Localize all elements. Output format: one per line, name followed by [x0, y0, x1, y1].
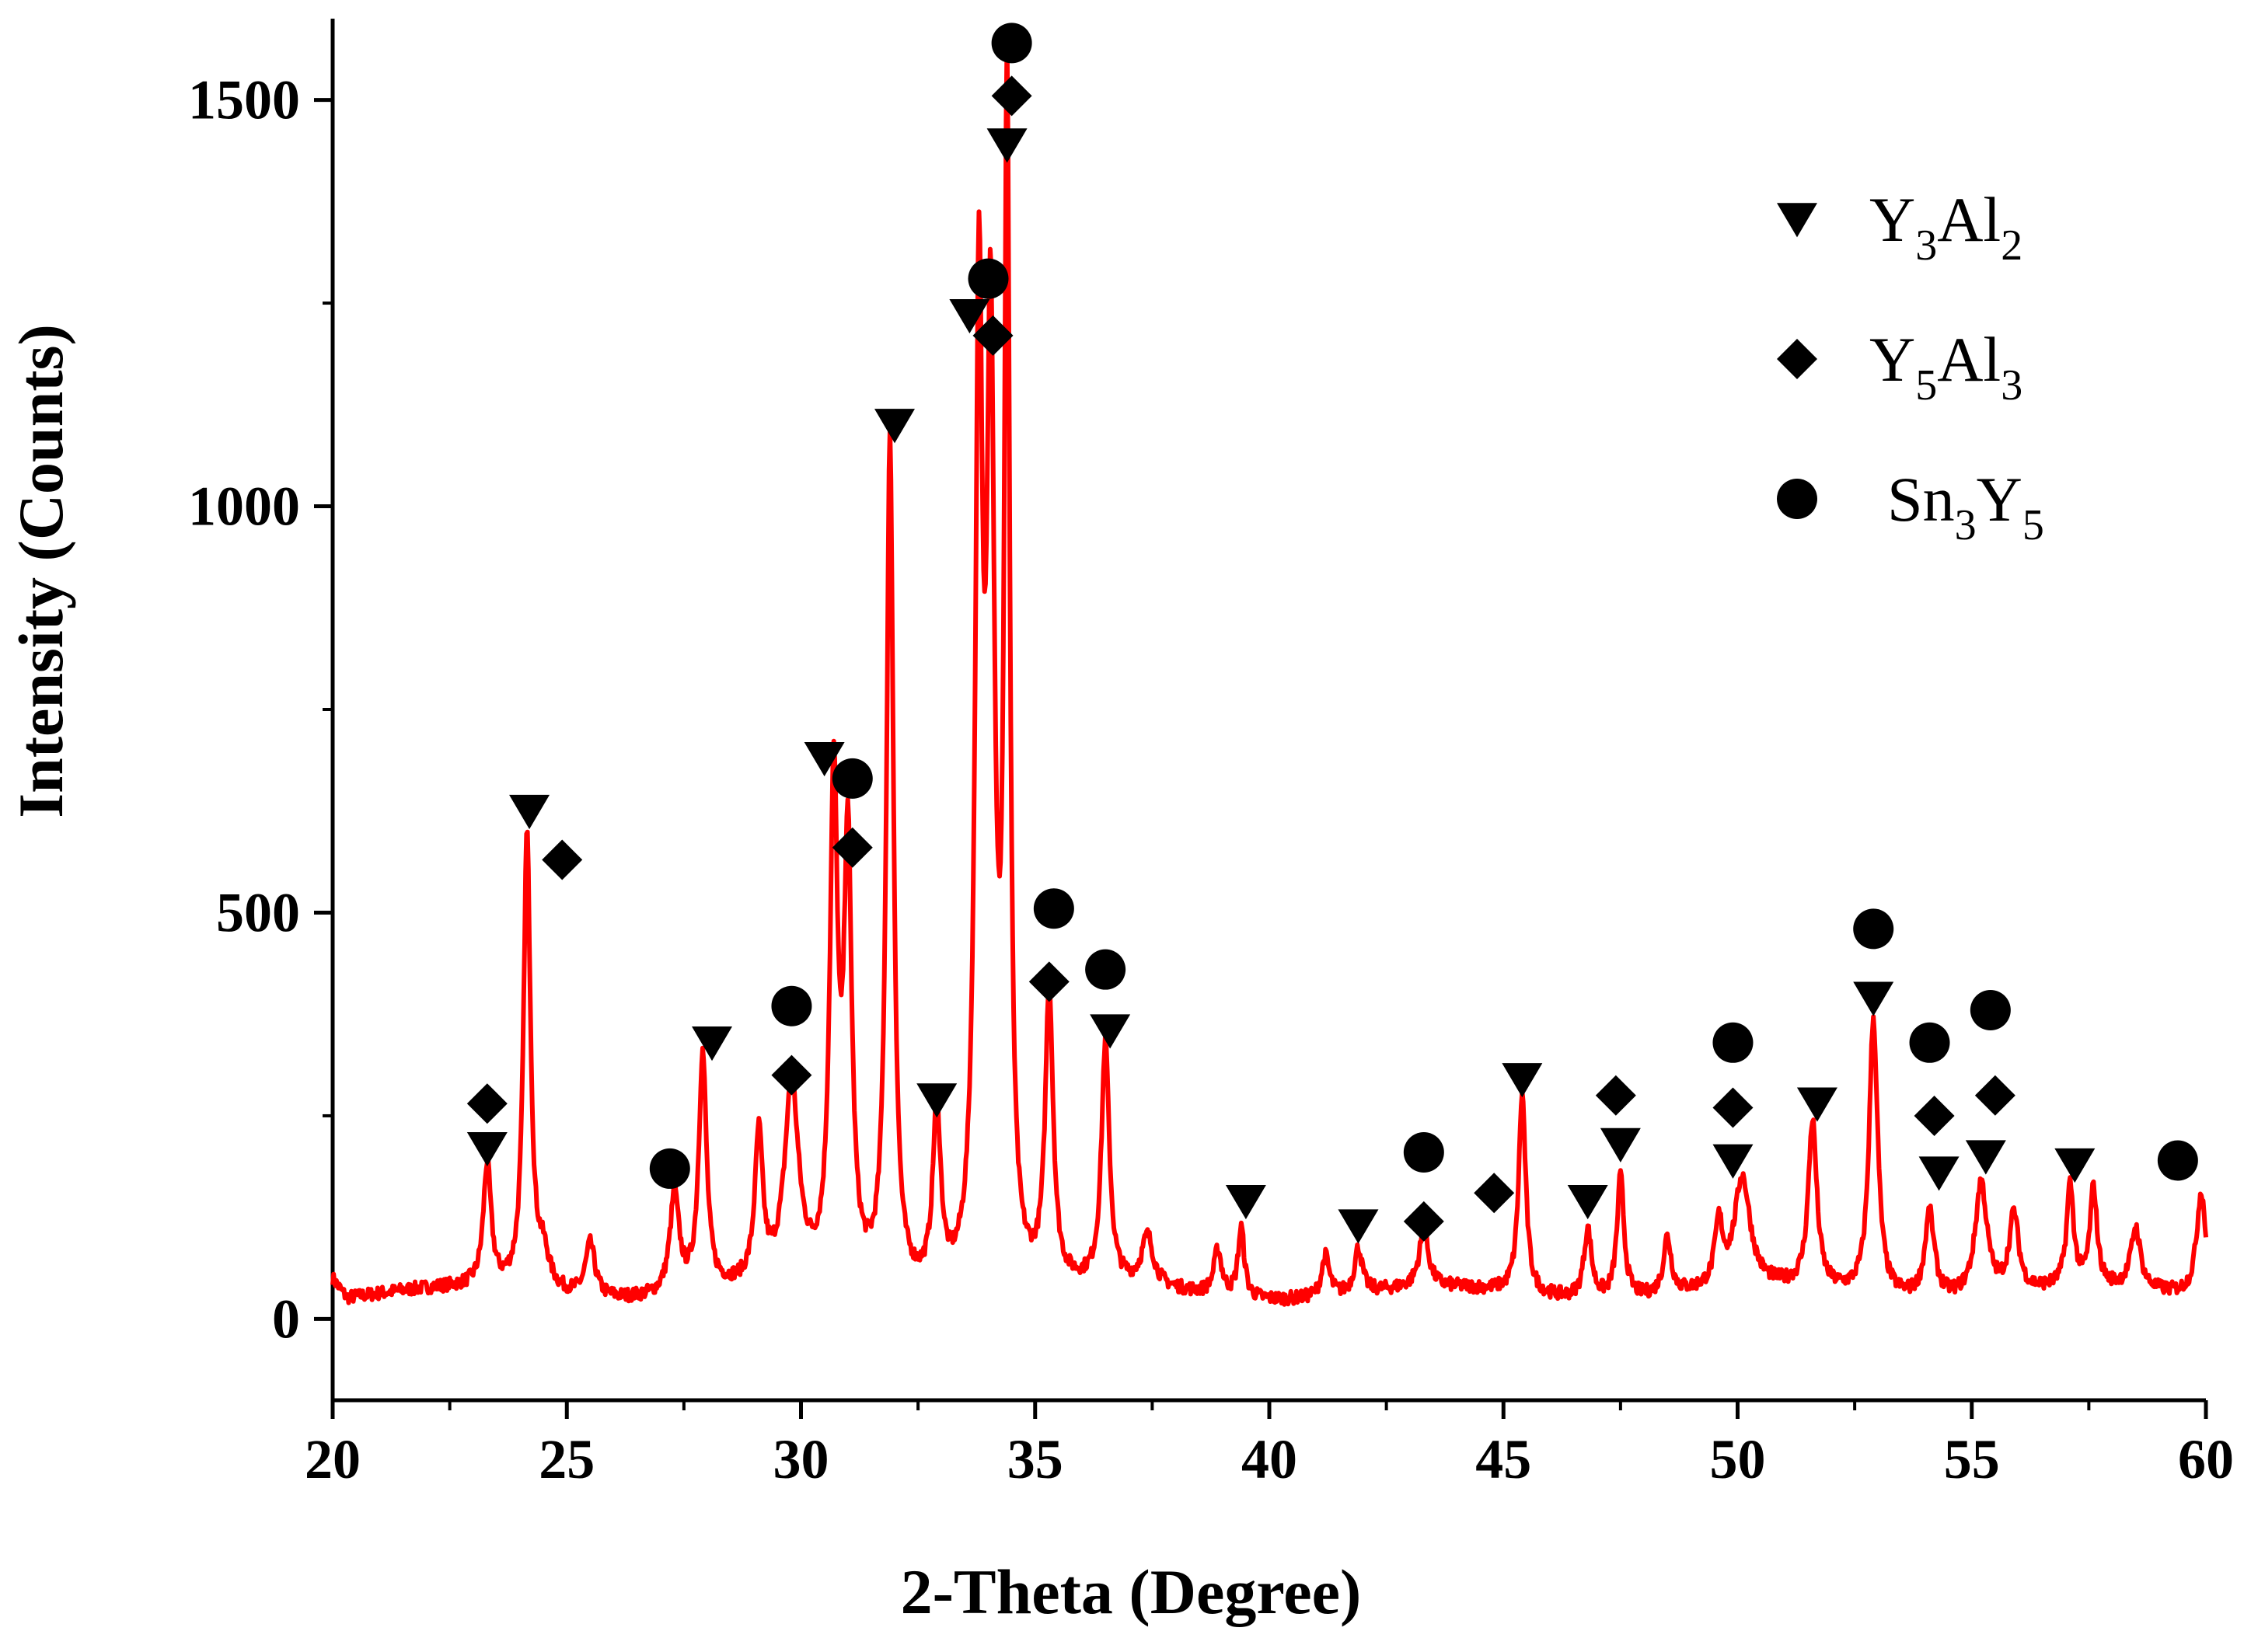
marker-y5al3: [1403, 1201, 1444, 1242]
marker-sn3y5: [2157, 1140, 2198, 1181]
marker-y3al2: [1502, 1063, 1543, 1098]
marker-y5al3: [1974, 1075, 2015, 1116]
marker-y3al2: [466, 1131, 508, 1167]
x-tick-label: 30: [773, 1428, 829, 1490]
marker-y3al2: [949, 298, 990, 334]
marker-y3al2: [509, 794, 550, 830]
marker-y5al3: [542, 839, 583, 880]
marker-y3al2: [1338, 1209, 1379, 1244]
marker-y3al2: [986, 128, 1028, 163]
x-tick-label: 25: [539, 1428, 595, 1490]
marker-y5al3: [771, 1054, 812, 1096]
marker-sn3y5: [991, 23, 1032, 64]
legend-label: Y5Al3: [1869, 324, 2022, 410]
legend-formula-part: Y: [1869, 324, 1915, 395]
marker-y3al2: [692, 1026, 733, 1061]
y-tick-label: 1500: [188, 69, 300, 131]
marker-y3al2: [1600, 1127, 1641, 1162]
marker-sn3y5: [771, 985, 812, 1026]
x-tick-label: 20: [305, 1428, 361, 1490]
legend-label: Y3Al2: [1869, 184, 2022, 270]
y-tick-label: 500: [216, 881, 300, 943]
marker-y3al2: [804, 741, 845, 777]
marker-y5al3: [1914, 1095, 1955, 1136]
marker-sn3y5: [1853, 908, 1894, 950]
marker-y5al3: [972, 315, 1014, 356]
legend-symbol: [1777, 203, 1817, 238]
data-layer: [330, 37, 2208, 1307]
marker-y5al3: [1028, 961, 1070, 1002]
legend-subscript: 5: [1915, 361, 1937, 410]
marker-y3al2: [874, 409, 915, 444]
legend-label: Sn3Y5: [1887, 464, 2044, 549]
marker-y3al2: [2054, 1148, 2096, 1183]
legend-formula-part: Y: [1869, 184, 1915, 255]
y-tick-label: 1000: [188, 476, 300, 538]
marker-sn3y5: [1909, 1022, 1950, 1063]
y-axis-title: Intensity (Counts): [5, 324, 76, 818]
marker-y3al2: [1712, 1144, 1754, 1179]
legend-subscript: 2: [2001, 221, 2022, 270]
marker-y3al2: [1090, 1014, 1131, 1049]
legend-subscript: 3: [1955, 501, 1977, 549]
marker-y3al2: [1853, 981, 1894, 1016]
x-tick-label: 45: [1475, 1428, 1531, 1490]
marker-y3al2: [1225, 1184, 1266, 1220]
x-axis-title: 2-Theta (Degree): [901, 1556, 1362, 1627]
legend-formula-part: Al: [1937, 324, 2001, 395]
x-tick-label: 40: [1241, 1428, 1297, 1490]
legend-subscript: 5: [2022, 501, 2044, 549]
x-tick-label: 60: [2178, 1428, 2234, 1490]
marker-sn3y5: [1033, 888, 1074, 929]
marker-y3al2: [1918, 1156, 1960, 1191]
marker-layer: [466, 23, 2198, 1244]
x-tick-label: 35: [1007, 1428, 1063, 1490]
legend-formula-part: Y: [1977, 464, 2022, 535]
legend-formula-part: Al: [1937, 184, 2001, 255]
x-tick-label: 55: [1944, 1428, 2000, 1490]
marker-y5al3: [466, 1083, 508, 1124]
marker-sn3y5: [968, 258, 1009, 299]
marker-y3al2: [1567, 1184, 1608, 1220]
legend-subscript: 3: [1915, 221, 1937, 270]
marker-y3al2: [916, 1083, 958, 1118]
marker-y5al3: [1595, 1075, 1636, 1116]
x-tick-label: 50: [1710, 1428, 1766, 1490]
marker-y5al3: [991, 75, 1032, 117]
legend-symbol: [1777, 339, 1817, 379]
legend-subscript: 3: [2001, 361, 2022, 410]
marker-sn3y5: [1970, 989, 2011, 1030]
marker-y5al3: [832, 827, 873, 868]
xrd-curve: [330, 37, 2208, 1307]
marker-sn3y5: [1085, 949, 1126, 990]
legend-symbol: [1777, 479, 1817, 519]
marker-y5al3: [1712, 1087, 1754, 1128]
marker-sn3y5: [649, 1148, 690, 1189]
marker-y5al3: [1474, 1173, 1515, 1214]
marker-sn3y5: [1712, 1022, 1754, 1063]
y-tick-label: 0: [272, 1288, 300, 1350]
marker-sn3y5: [832, 758, 873, 799]
marker-y3al2: [1796, 1087, 1837, 1122]
marker-y3al2: [1965, 1140, 2006, 1175]
legend-formula-part: Sn: [1887, 464, 1955, 535]
marker-sn3y5: [1403, 1132, 1444, 1173]
